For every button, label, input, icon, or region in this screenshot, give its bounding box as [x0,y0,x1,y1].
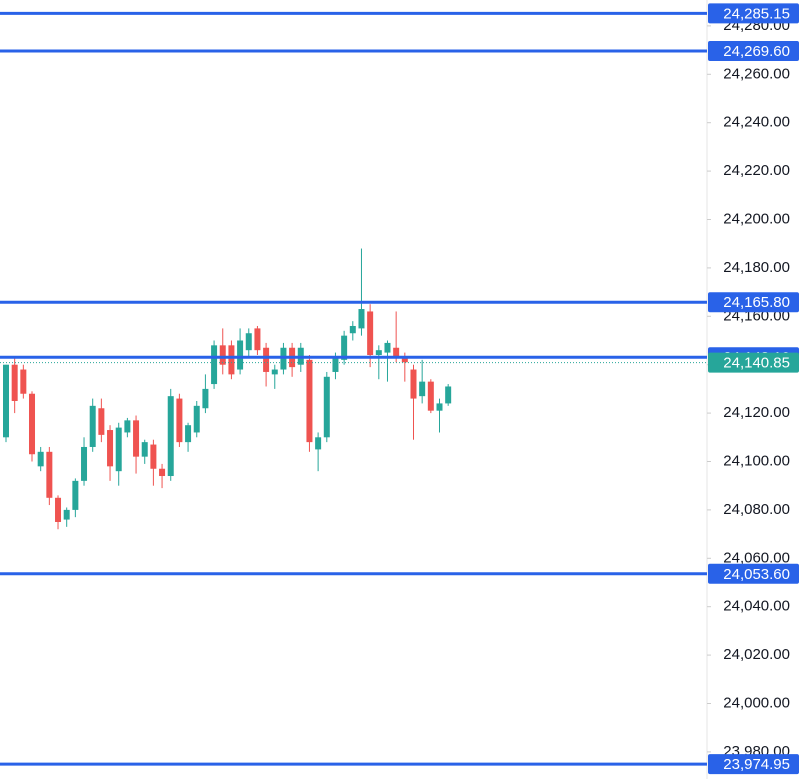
y-tick-label: 24,220.00 [723,162,790,179]
candle-body [401,357,408,363]
candle-body [133,420,140,457]
candle-body [358,309,365,329]
candle-body [98,408,105,435]
y-tick-label: 24,240.00 [723,114,790,131]
y-tick-label: 24,260.00 [723,65,790,82]
candle-body [445,386,452,404]
y-tick-label: 24,200.00 [723,210,790,227]
candle-body [63,509,70,520]
candle-body [107,430,114,467]
candle-body [150,444,157,469]
candle-body [141,442,148,457]
candle-body [263,347,270,372]
candle-body [315,437,322,450]
candle-body [367,311,374,356]
candle-body [11,364,18,401]
candle-body [202,388,209,409]
candle-body [211,345,218,385]
candle-body [3,364,9,438]
candle-body [167,396,174,477]
y-tick-label: 24,080.00 [723,501,790,518]
candle-body [89,405,96,447]
level-label: 23,974.95 [723,756,790,773]
candle-body [375,350,382,356]
candle-body [115,427,122,472]
level-label-box [708,292,799,313]
candle-body [124,420,131,433]
candle-body [427,381,434,411]
candle-body [159,468,166,477]
y-tick-label: 24,060.00 [723,549,790,566]
candle-body [341,335,348,360]
y-tick-label: 24,120.00 [723,404,790,421]
candle-body [410,369,417,399]
candle-body [81,446,88,481]
candle-body [228,345,235,375]
level-label-box [708,3,799,24]
candle-body [384,342,391,353]
level-label: 24,053.60 [723,566,790,583]
candle-body [245,333,252,351]
candle-body [29,393,36,455]
candle-body [37,451,44,467]
y-tick-label: 24,020.00 [723,646,790,663]
last-price-label: 24,140.85 [723,355,790,372]
candle-body [254,328,261,351]
y-tick-label: 24,040.00 [723,598,790,615]
candle-body [419,381,426,397]
candle-body [332,357,339,372]
level-label: 24,285.15 [723,5,790,22]
candle-body [237,340,244,370]
candle-body [193,405,200,433]
candle-body [46,451,53,498]
candle-body [55,497,62,522]
candle-body [349,325,356,334]
level-label: 24,165.80 [723,294,790,311]
candle-body [393,347,400,358]
level-label-box [708,563,799,584]
level-label-box [708,41,799,62]
level-label-box [708,754,799,775]
candle-body [176,398,183,443]
candle-body [219,345,226,365]
candle-body [185,425,192,443]
candle-body [306,359,313,443]
y-tick-label: 24,000.00 [723,694,790,711]
y-tick-label: 24,100.00 [723,452,790,469]
candle-body [20,369,27,394]
level-label: 24,269.60 [723,43,790,60]
candle-body [72,480,79,510]
last-price-box [708,352,799,373]
candle-body [436,403,443,411]
candle-body [323,376,330,438]
y-tick-label: 24,180.00 [723,259,790,276]
candle-body [271,369,278,375]
